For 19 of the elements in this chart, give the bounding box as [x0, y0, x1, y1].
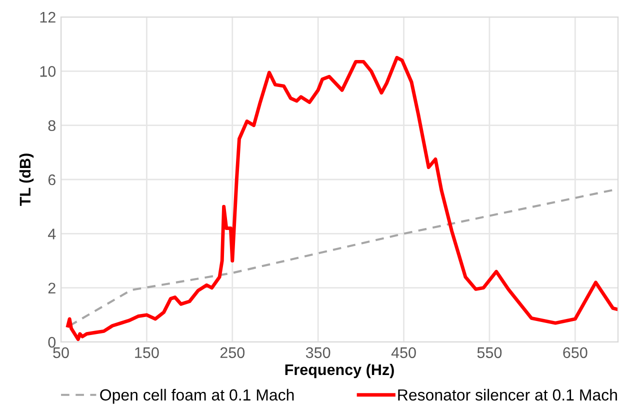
x-tick-label: 150 — [135, 347, 159, 358]
line-series — [66, 56, 618, 342]
x-axis-title: Frequency (Hz) — [285, 364, 394, 378]
y-tick-label: 2 — [48, 282, 56, 294]
x-tick-label: 550 — [477, 347, 502, 358]
x-tick-label: 650 — [563, 347, 588, 358]
x-tick-label: 250 — [220, 347, 245, 358]
x-tick-label: 350 — [306, 347, 330, 358]
y-tick-label: 0 — [48, 336, 56, 348]
y-tick-label: 4 — [48, 228, 56, 240]
y-axis-title: TL (dB) — [19, 154, 34, 206]
y-tick-label: 6 — [48, 174, 56, 186]
y-tick-label: 10 — [40, 66, 56, 77]
legend-label: Resonator silencer at 0.1 Mach — [398, 388, 617, 401]
legend-label: Open cell foam at 0.1 Mach — [100, 388, 294, 404]
x-tick-label: 450 — [391, 347, 416, 358]
x-tick-label: 50 — [53, 347, 69, 358]
y-tick-label: 12 — [40, 12, 56, 23]
y-tick-label: 8 — [48, 120, 56, 132]
